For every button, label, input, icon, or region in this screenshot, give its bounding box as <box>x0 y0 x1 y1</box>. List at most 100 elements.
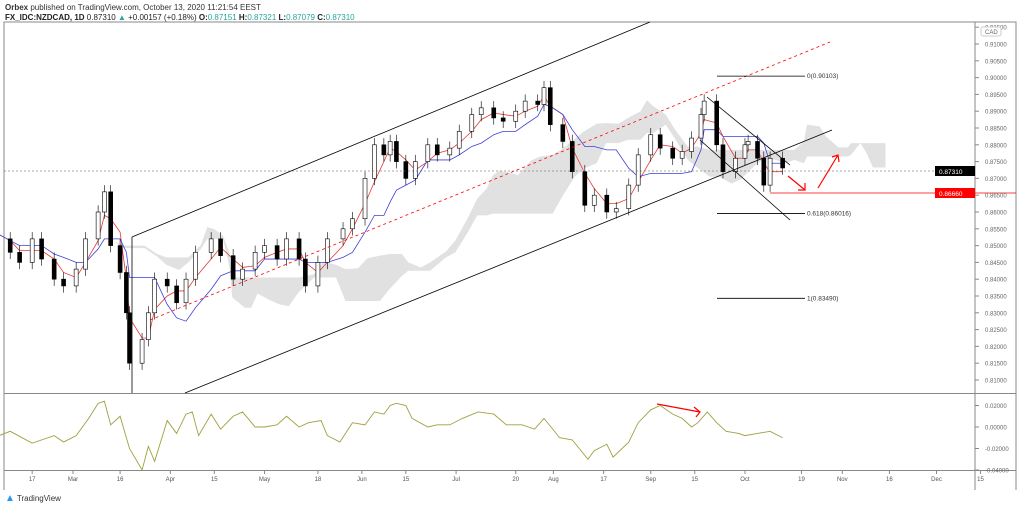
time-tick-label: 15 <box>402 477 409 483</box>
price-tick-label: 0.89000 <box>985 110 1007 116</box>
candle <box>340 228 346 240</box>
candle <box>303 258 308 287</box>
time-tick-label: Sep <box>645 477 656 483</box>
osc-tick-label: 0.00000 <box>985 426 1007 432</box>
candle <box>29 238 35 263</box>
candle <box>698 114 704 139</box>
candle <box>670 147 676 159</box>
price-chart[interactable]: 0(0.90103)0.618(0.86016)1(0.83490)0.9150… <box>0 0 1024 490</box>
candle <box>208 238 214 253</box>
divergence-arrow <box>656 403 701 413</box>
price-tick-label: 0.90500 <box>985 59 1007 65</box>
osc-tick-label: -0.04000 <box>985 469 1009 475</box>
price-tick-label: 0.81500 <box>985 362 1007 368</box>
down-arrow-head <box>798 183 806 191</box>
candle <box>95 211 101 240</box>
time-tick-label: Oct <box>740 477 750 483</box>
time-tick-label: 15 <box>211 477 218 483</box>
time-tick-label: Dec <box>931 477 942 483</box>
candle <box>61 278 66 287</box>
candle <box>193 252 198 280</box>
candle <box>742 144 748 159</box>
published-text: published on TradingView.com, October 13… <box>30 3 261 12</box>
candle <box>174 285 179 304</box>
oscillator-line <box>0 400 783 472</box>
candle <box>478 107 484 115</box>
price-tick-label: 0.84500 <box>985 261 1007 267</box>
candle <box>720 144 726 172</box>
candle <box>500 117 506 122</box>
publisher: Orbex <box>5 3 29 12</box>
candle <box>127 312 132 364</box>
candle <box>780 157 785 169</box>
low-label: L: <box>278 13 287 22</box>
candle <box>350 218 355 230</box>
falling-wedge-lower <box>699 139 791 221</box>
candle <box>412 161 418 179</box>
open-label: O: <box>198 13 208 22</box>
candle <box>689 137 694 152</box>
candle <box>767 157 773 186</box>
candle <box>456 131 462 149</box>
falling-wedge-upper <box>706 96 791 166</box>
candle <box>613 208 619 213</box>
candle <box>296 238 302 260</box>
candle <box>425 144 431 162</box>
candle <box>252 252 258 270</box>
candle <box>387 141 393 156</box>
candle <box>218 238 223 256</box>
tenkan-line <box>0 95 783 339</box>
candle <box>541 87 547 105</box>
candle <box>39 238 44 260</box>
price-change: +0.00157 (+0.18%) <box>128 13 197 22</box>
chart-frame <box>3 21 1017 490</box>
high-value: 0.87321 <box>247 13 277 22</box>
candle <box>17 252 22 263</box>
candle <box>152 278 157 314</box>
price-tick-label: 0.90000 <box>985 76 1007 82</box>
candle <box>547 87 553 125</box>
channel-lower-line <box>184 129 833 394</box>
currency-box <box>980 26 1002 37</box>
candle <box>469 114 475 132</box>
candle <box>372 144 377 179</box>
candle <box>714 100 720 146</box>
candle <box>635 154 641 186</box>
candle <box>274 245 280 260</box>
time-tick-label: May <box>259 477 270 483</box>
high-label: H: <box>238 13 248 22</box>
candle <box>745 141 751 146</box>
candle <box>648 134 654 156</box>
candle <box>73 268 79 287</box>
time-tick-label: 15 <box>691 477 698 483</box>
price-tick-label: 0.87500 <box>985 160 1007 166</box>
candle <box>315 262 321 287</box>
candle <box>83 238 88 270</box>
candle <box>139 339 145 364</box>
price-tick-label: 0.89500 <box>985 93 1007 99</box>
candle <box>381 144 387 156</box>
up-arrow <box>817 154 839 189</box>
channel-upper-line <box>131 21 651 238</box>
candle <box>7 238 13 253</box>
candle <box>325 238 330 263</box>
currency-label: CAD <box>985 30 998 36</box>
ichimoku-cloud <box>91 100 886 308</box>
candle <box>146 312 151 340</box>
candle <box>701 100 707 115</box>
candle <box>679 151 685 159</box>
candle <box>230 255 236 280</box>
tradingview-logo-icon: ▲ <box>5 493 15 504</box>
price-tick-label: 0.86000 <box>985 211 1007 217</box>
last-price-badge-label: 0.87310 <box>939 169 963 176</box>
candle <box>657 134 663 149</box>
time-tick-label: 16 <box>886 477 893 483</box>
candle <box>591 194 597 206</box>
candle <box>102 191 107 213</box>
time-tick-label: 19 <box>798 477 805 483</box>
candle <box>582 171 588 206</box>
candle <box>560 124 566 142</box>
time-tick-label: 17 <box>29 477 36 483</box>
tradingview-logo[interactable]: ▲ TradingView <box>5 493 61 504</box>
candle <box>284 238 289 260</box>
